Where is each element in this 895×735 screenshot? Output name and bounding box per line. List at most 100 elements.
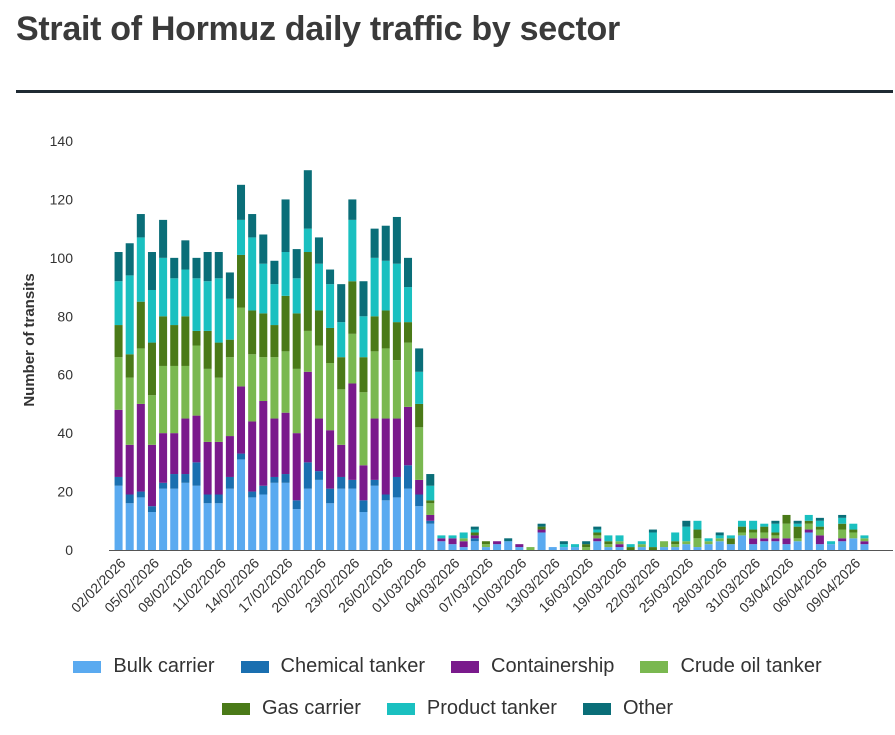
bar-segment [214,252,223,279]
bar-segment [181,316,190,366]
bar-segment [815,529,824,536]
bar-segment [426,474,435,486]
bar-segment [159,488,168,550]
bar-segment [838,538,847,542]
bar-segment [737,532,746,536]
bar-segment [459,541,468,548]
bar-segment [114,476,123,486]
bar-segment [114,409,123,477]
bar-segment [615,541,624,545]
bar-segment [570,544,580,548]
bar-segment [292,249,301,279]
bar-segment [704,541,713,545]
bar-segment [771,523,780,533]
bar-segment [860,544,869,550]
bar-segment [804,520,813,524]
bar-segment [470,526,479,530]
bar-segment [715,541,724,550]
bar-segment [281,412,290,475]
bar-segment [125,377,134,445]
bar-segment [314,418,323,472]
bar-segment [392,216,401,264]
bar-segment [237,254,246,308]
bar-segment [270,476,279,483]
bar-segment [715,535,724,539]
bar-segment [493,544,502,550]
bar-segment [370,316,379,352]
bar-segment [515,544,524,548]
bar-segment [849,538,858,550]
bar-segment [827,541,836,545]
bar-segment [303,170,312,229]
bar-segment [582,547,591,550]
bar-segment [326,363,335,431]
y-axis-label: Number of transits [21,273,38,406]
bar-segment [771,535,780,539]
bar-segment [181,474,190,483]
y-tick-label: 100 [50,250,74,266]
bar-segment [359,357,368,393]
bar-segment [292,509,301,550]
bar-segment [125,354,134,378]
bar-segment [793,538,802,542]
bar-segment [159,219,168,258]
bar-segment [259,401,268,486]
bar-segment [348,281,357,334]
bar-segment [192,462,201,486]
bar-segment [726,535,735,539]
bar-segment [125,243,134,276]
bar-segment [181,418,190,475]
bar-segment [314,345,323,419]
bar-segment [838,517,847,524]
y-tick-label: 20 [57,484,73,500]
bar-segment [370,257,379,317]
bar-segment [648,547,657,550]
bar-segment [827,544,836,550]
bar-segment [259,494,268,550]
bar-segment [303,488,312,550]
bar-segment [203,281,212,331]
bar-segment [370,485,379,550]
bar-segment [281,351,290,413]
bar-segment [615,544,624,548]
bar-segment [615,535,624,542]
bar-segment [637,541,646,545]
bar-segment [159,316,168,366]
bar-segment [660,541,669,548]
bar-segment [793,526,802,539]
bar-segment [793,541,802,550]
bar-segment [648,532,657,548]
bar-segment [337,389,346,445]
bar-segment [404,322,413,343]
bar-segment [170,278,179,326]
bar-segment [392,476,401,498]
bar-segment [270,284,279,326]
bar-segment [749,544,758,550]
bar-segment [348,199,357,220]
bar-segment [637,547,646,550]
bar-segment [381,418,390,495]
legend-item: Other [582,697,673,720]
bar-segment [359,392,368,466]
bar-segment [259,313,268,358]
bar-segment [459,538,468,542]
bar-segment [682,544,691,550]
y-tick-label: 80 [57,308,73,324]
bar-segment [214,342,223,378]
bar-segment [537,532,546,550]
bar-segment [359,281,368,317]
bar-segment [326,284,335,328]
bar-segment [159,257,168,317]
bar-segment [437,538,446,542]
bar-segment [147,506,156,513]
bar-segment [225,488,234,550]
bar-segment [604,544,613,548]
bar-segment [203,441,212,495]
title-divider [16,90,893,93]
bar-segment [214,278,223,343]
bar-segment [481,547,490,550]
bar-segment [136,403,145,492]
bar-segment [838,514,847,518]
bar-segment [448,535,457,539]
legend-swatch [386,702,415,715]
